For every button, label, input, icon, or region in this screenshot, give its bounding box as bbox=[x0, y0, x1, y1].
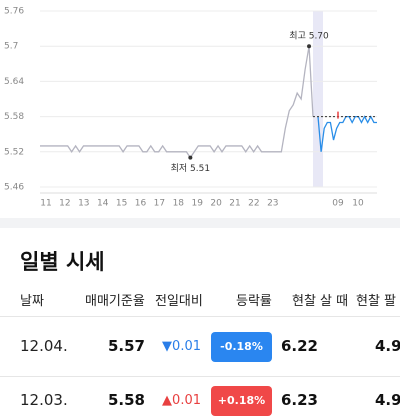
x-tick-label: 11 bbox=[40, 199, 51, 209]
x-tick-label: 23 bbox=[267, 199, 278, 209]
rate: 5.58 bbox=[107, 391, 145, 409]
column-header: 현찰 팔 때 bbox=[356, 294, 400, 309]
rate: 5.57 bbox=[107, 337, 145, 355]
x-tick-label: 20 bbox=[210, 199, 222, 209]
x-tick-label: 09 bbox=[332, 199, 344, 209]
date: 12.04. bbox=[20, 337, 68, 355]
x-tick-label: 21 bbox=[229, 199, 240, 209]
column-header: 등락률 bbox=[236, 294, 272, 309]
y-tick-label: 5.58 bbox=[4, 112, 24, 122]
separator bbox=[0, 218, 400, 228]
column-header: 날짜 bbox=[20, 294, 44, 309]
annotation-label: 최고 5.70 bbox=[289, 31, 329, 42]
x-tick-label: 15 bbox=[116, 199, 127, 209]
y-tick-label: 5.76 bbox=[4, 7, 24, 17]
divider bbox=[0, 316, 400, 317]
x-tick-label: 18 bbox=[173, 199, 185, 209]
cash-sell: 4.93 bbox=[375, 391, 400, 409]
section-title: 일별 시세 bbox=[20, 250, 105, 274]
today-band bbox=[313, 11, 323, 187]
column-header: 전일대비 bbox=[155, 294, 203, 309]
x-tick-label: 12 bbox=[59, 199, 70, 209]
y-tick-label: 5.64 bbox=[4, 77, 24, 87]
y-tick-label: 5.7 bbox=[4, 42, 18, 52]
table-row: 12.03. 5.58 ▲0.01 +0.18% 6.23 4.93 bbox=[0, 386, 400, 416]
x-tick-label: 16 bbox=[135, 199, 147, 209]
cash-sell: 4.92 bbox=[375, 337, 400, 355]
x-tick-label: 10 bbox=[352, 199, 364, 209]
table-row: 12.04. 5.57 ▼0.01 -0.18% 6.22 4.92 bbox=[0, 332, 400, 362]
change: ▼0.01 bbox=[162, 339, 201, 354]
change-rate-badge: +0.18% bbox=[211, 386, 272, 416]
column-header: 매매기준율 bbox=[85, 294, 145, 309]
annotation-label: 최저 5.51 bbox=[171, 163, 210, 174]
cash-buy: 6.23 bbox=[280, 391, 318, 409]
column-header: 현찰 살 때 bbox=[292, 294, 349, 309]
x-tick-label: 14 bbox=[97, 199, 109, 209]
page: 5.46 5.52 5.58 5.64 5.7 5.76 11 12 13 14 15 16 17 18 1… bbox=[0, 6, 400, 416]
y-tick-label: 5.52 bbox=[4, 147, 24, 157]
series-line bbox=[317, 115, 377, 152]
date: 12.03. bbox=[20, 391, 68, 409]
y-tick-label: 5.46 bbox=[4, 183, 24, 193]
annotation-dot bbox=[307, 44, 312, 49]
chart: 5.46 5.52 5.58 5.64 5.7 5.76 11 12 13 14 15 16 17 18 1… bbox=[4, 7, 377, 209]
change-rate: -0.18% bbox=[220, 340, 263, 353]
divider bbox=[0, 376, 400, 377]
x-tick-label: 19 bbox=[191, 199, 203, 209]
change-rate: +0.18% bbox=[217, 394, 266, 407]
header-row: 날짜 매매기준율 전일대비 등락률 현찰 살 때 현찰 팔 때 bbox=[0, 290, 400, 310]
annotation-dot bbox=[188, 155, 193, 160]
x-tick-label: 17 bbox=[154, 199, 165, 209]
x-tick-label: 13 bbox=[78, 199, 89, 209]
x-tick-label: 22 bbox=[248, 199, 259, 209]
change: ▲0.01 bbox=[162, 393, 201, 408]
change-rate-badge: -0.18% bbox=[211, 332, 272, 362]
series-line bbox=[40, 46, 314, 159]
cash-buy: 6.22 bbox=[280, 337, 318, 355]
